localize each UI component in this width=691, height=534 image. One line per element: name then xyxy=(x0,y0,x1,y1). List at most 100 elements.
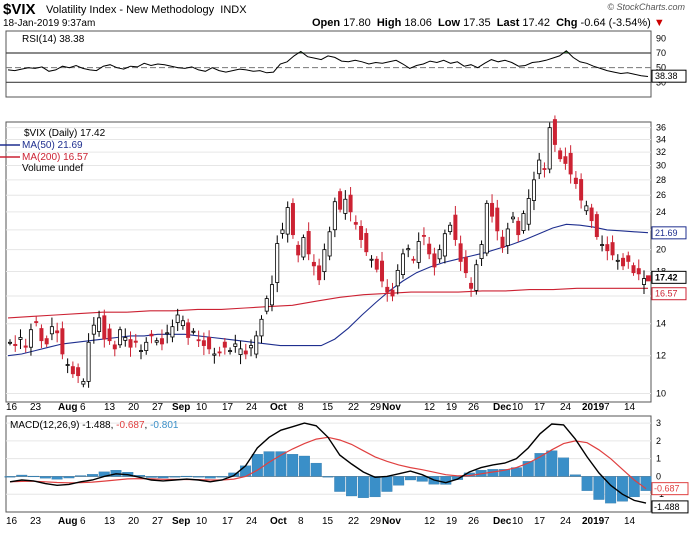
macd-histogram-bar xyxy=(393,476,405,486)
rsi-value-box xyxy=(651,69,687,83)
candle-body xyxy=(568,152,573,175)
price-x-tick-label: 27 xyxy=(152,402,164,413)
candle-body xyxy=(558,150,563,160)
price-x-tick-label: 24 xyxy=(560,402,572,413)
candle-body xyxy=(552,119,557,145)
macd-histogram-bar xyxy=(275,451,287,477)
macd-histogram-bar xyxy=(39,476,51,479)
macd-histogram-bar xyxy=(569,474,581,477)
price-tick-label: 10 xyxy=(656,389,666,399)
candle-body xyxy=(112,344,117,350)
macd-histogram-bar xyxy=(169,476,181,478)
ma200-legend-label: MA(200) 16.57 xyxy=(22,152,89,163)
macd-x-tick-label: Sep xyxy=(172,516,190,527)
low-value: 17.35 xyxy=(463,17,491,29)
macd-tick-label: 0 xyxy=(656,471,661,481)
price-x-tick-label: 10 xyxy=(512,402,524,413)
candle-body xyxy=(526,198,531,225)
price-tick-label: 28 xyxy=(656,175,666,185)
macd-x-tick-label: 16 xyxy=(6,516,18,527)
ma200-value-tag-box xyxy=(651,287,687,301)
macd-histogram-bar xyxy=(28,475,40,478)
candle-body xyxy=(579,179,584,201)
candle-body xyxy=(531,179,536,201)
candle-body xyxy=(615,259,620,262)
candle-body xyxy=(249,345,254,349)
macd-x-tick-label: 14 xyxy=(624,516,636,527)
rsi-tick-label: 70 xyxy=(656,48,666,58)
macd-legend-label: MACD(12,26,9) -1.488 xyxy=(10,420,111,431)
macd-x-tick-label: 8 xyxy=(298,516,304,527)
candle-body xyxy=(102,315,107,340)
signal-value-tag-box xyxy=(651,482,689,496)
price-x-tick-label: Dec xyxy=(493,402,512,413)
candle-body xyxy=(547,127,552,170)
macd-panel-title: MACD(12,26,9) -1.488, -0.687, -0.801 xyxy=(10,420,179,431)
candle-body xyxy=(448,224,453,233)
rsi-value-label: 38.38 xyxy=(655,71,678,81)
macd-x-tick-label: 10 xyxy=(196,516,208,527)
candle-body xyxy=(269,284,274,306)
candle-body xyxy=(264,298,269,312)
price-tick-label: 20 xyxy=(656,245,666,255)
macd-histogram-bar xyxy=(192,476,204,478)
macd-x-tick-label: Dec xyxy=(493,516,512,527)
candle-body xyxy=(610,242,615,256)
macd-x-tick-label: 6 xyxy=(80,516,86,527)
rsi-tick-label: 50 xyxy=(656,63,666,73)
candle-body xyxy=(55,330,60,334)
macd-x-tick-label: 20 xyxy=(128,516,140,527)
price-tick-label: 12 xyxy=(656,351,666,361)
price-x-tick-label: 16 xyxy=(6,402,18,413)
macd-x-tick-label: 15 xyxy=(322,516,334,527)
macd-legend-sep2: , xyxy=(145,420,151,431)
macd-histogram-bar xyxy=(63,476,75,479)
macd-value-tag-box xyxy=(651,500,689,514)
price-x-tick-label: 26 xyxy=(468,402,480,413)
macd-histogram-bar xyxy=(75,475,87,477)
macd-histogram-bar xyxy=(228,472,240,477)
candle-body xyxy=(296,244,301,256)
last-value-tag: 17.42 xyxy=(655,272,678,282)
candle-body xyxy=(128,339,133,348)
candle-body xyxy=(343,198,348,214)
macd-histogram-bar xyxy=(581,476,593,491)
candle-body xyxy=(400,253,405,275)
price-tick-label: 32 xyxy=(656,147,666,157)
candle-body xyxy=(175,314,180,323)
macd-x-tick-label: 23 xyxy=(30,516,42,527)
symbol-label: $VIX xyxy=(3,1,36,18)
macd-histogram-bar xyxy=(322,476,334,478)
ma200-line xyxy=(7,287,648,319)
candle-body xyxy=(385,286,390,293)
brand-watermark: © StockCharts.com xyxy=(607,2,685,12)
macd-x-tick-label: 26 xyxy=(468,516,480,527)
candle-body xyxy=(165,332,170,335)
candle-body xyxy=(542,168,547,170)
candle-body xyxy=(353,222,358,225)
candle-body xyxy=(490,202,495,217)
candle-body xyxy=(65,364,70,366)
macd-histogram-bar xyxy=(534,453,546,477)
candle-body xyxy=(280,229,285,234)
down-arrow-icon: ▼ xyxy=(653,17,665,29)
candle-body xyxy=(484,202,489,254)
price-x-tick-label: 24 xyxy=(246,402,258,413)
candle-body xyxy=(259,318,264,337)
price-tick-label: 24 xyxy=(656,207,666,217)
volume-legend-label: Volume undef xyxy=(22,163,83,174)
price-x-tick-label: 12 xyxy=(424,402,436,413)
candle-body xyxy=(416,241,421,263)
candle-body xyxy=(469,282,474,289)
candle-body xyxy=(406,248,411,251)
candle-body xyxy=(474,264,479,291)
high-value: 18.06 xyxy=(404,17,432,29)
candle-body xyxy=(170,326,175,338)
macd-histogram-bar xyxy=(263,451,275,477)
candle-body xyxy=(28,329,33,348)
candle-body xyxy=(144,341,149,351)
candle-body xyxy=(374,258,379,270)
candle-body xyxy=(222,341,227,348)
candle-body xyxy=(437,249,442,260)
macd-histogram-bar xyxy=(404,476,416,481)
